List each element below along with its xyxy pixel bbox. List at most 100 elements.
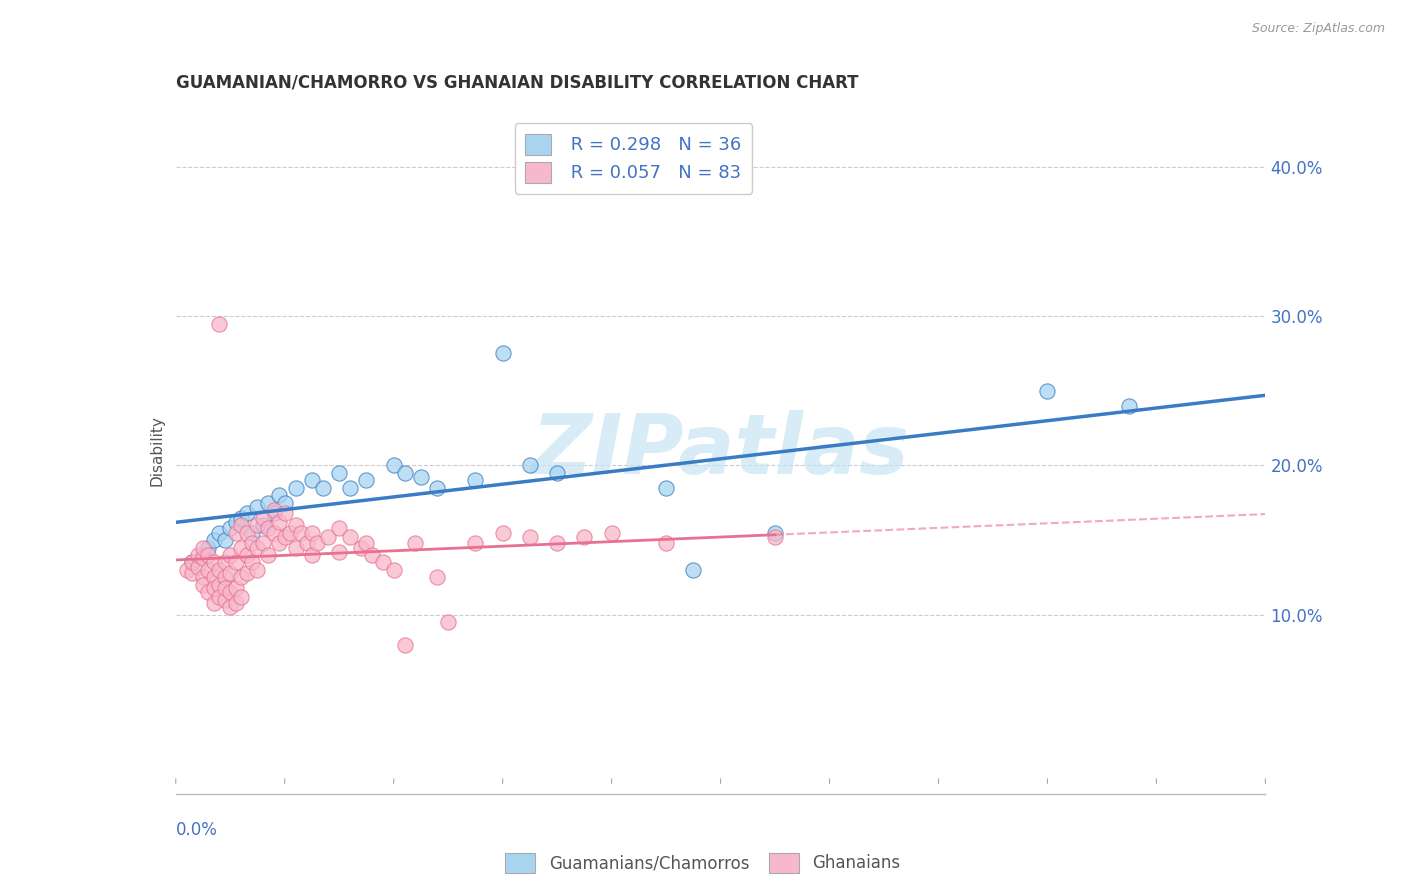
Point <box>278 525 301 540</box>
Point <box>219 521 242 535</box>
Point <box>219 600 242 615</box>
Point <box>546 536 568 550</box>
Point <box>246 518 269 533</box>
Point <box>231 541 253 555</box>
Point <box>252 536 274 550</box>
Point <box>382 458 405 473</box>
Point <box>655 481 678 495</box>
Point <box>225 596 247 610</box>
Legend: Guamanians/Chamorros, Ghanaians: Guamanians/Chamorros, Ghanaians <box>499 847 907 880</box>
Point <box>1036 384 1059 398</box>
Point <box>339 481 361 495</box>
Point <box>191 541 214 555</box>
Point <box>682 563 704 577</box>
Point <box>763 525 786 540</box>
Point <box>307 536 329 550</box>
Point <box>574 530 596 544</box>
Point <box>301 525 323 540</box>
Point <box>257 548 280 562</box>
Point <box>202 596 225 610</box>
Point <box>225 556 247 570</box>
Point <box>405 536 427 550</box>
Point <box>197 563 219 577</box>
Point <box>197 585 219 599</box>
Point <box>214 581 236 595</box>
Legend:  R = 0.298   N = 36,  R = 0.057   N = 83: R = 0.298 N = 36, R = 0.057 N = 83 <box>515 123 752 194</box>
Point <box>350 541 373 555</box>
Point <box>246 541 269 555</box>
Point <box>492 346 515 360</box>
Point <box>360 548 382 562</box>
Point <box>214 570 236 584</box>
Point <box>235 506 257 520</box>
Point <box>328 466 350 480</box>
Point <box>492 525 515 540</box>
Point <box>464 473 486 487</box>
Point <box>231 518 253 533</box>
Point <box>214 533 236 547</box>
Text: 0.0%: 0.0% <box>176 822 218 839</box>
Point <box>181 566 204 580</box>
Point <box>382 563 405 577</box>
Text: ZIPatlas: ZIPatlas <box>531 410 910 491</box>
Point <box>295 536 318 550</box>
Point <box>426 570 449 584</box>
Point <box>181 556 204 570</box>
Text: Source: ZipAtlas.com: Source: ZipAtlas.com <box>1251 22 1385 36</box>
Point <box>231 570 253 584</box>
Point <box>263 525 285 540</box>
Point <box>197 541 219 555</box>
Point <box>235 548 257 562</box>
Point <box>519 458 541 473</box>
Point <box>263 506 285 520</box>
Point <box>191 548 214 562</box>
Point <box>394 638 416 652</box>
Point <box>763 530 786 544</box>
Point <box>219 548 242 562</box>
Point <box>284 481 307 495</box>
Point <box>284 541 307 555</box>
Point <box>371 556 394 570</box>
Point <box>263 503 285 517</box>
Point <box>246 563 269 577</box>
Point <box>225 581 247 595</box>
Point <box>176 563 198 577</box>
Point <box>252 518 274 533</box>
Point <box>240 556 263 570</box>
Point <box>655 536 678 550</box>
Point <box>301 473 323 487</box>
Point <box>208 563 231 577</box>
Point <box>202 581 225 595</box>
Point <box>269 488 291 502</box>
Point <box>208 578 231 592</box>
Point <box>191 578 214 592</box>
Point <box>339 530 361 544</box>
Point <box>240 525 263 540</box>
Point <box>231 590 253 604</box>
Point <box>328 545 350 559</box>
Point <box>181 556 204 570</box>
Point <box>219 585 242 599</box>
Point <box>219 566 242 580</box>
Point <box>394 466 416 480</box>
Point <box>208 317 231 331</box>
Point <box>290 525 312 540</box>
Point <box>208 525 231 540</box>
Point <box>252 510 274 524</box>
Point <box>274 506 297 520</box>
Point <box>409 470 432 484</box>
Point <box>202 533 225 547</box>
Point <box>235 566 257 580</box>
Point <box>225 515 247 529</box>
Point <box>231 510 253 524</box>
Point <box>214 592 236 607</box>
Point <box>191 570 214 584</box>
Point <box>356 473 378 487</box>
Text: GUAMANIAN/CHAMORRO VS GHANAIAN DISABILITY CORRELATION CHART: GUAMANIAN/CHAMORRO VS GHANAIAN DISABILIT… <box>176 74 858 92</box>
Point <box>208 590 231 604</box>
Point <box>318 530 340 544</box>
Point <box>328 521 350 535</box>
Point <box>269 515 291 529</box>
Point <box>1118 399 1140 413</box>
Point <box>225 525 247 540</box>
